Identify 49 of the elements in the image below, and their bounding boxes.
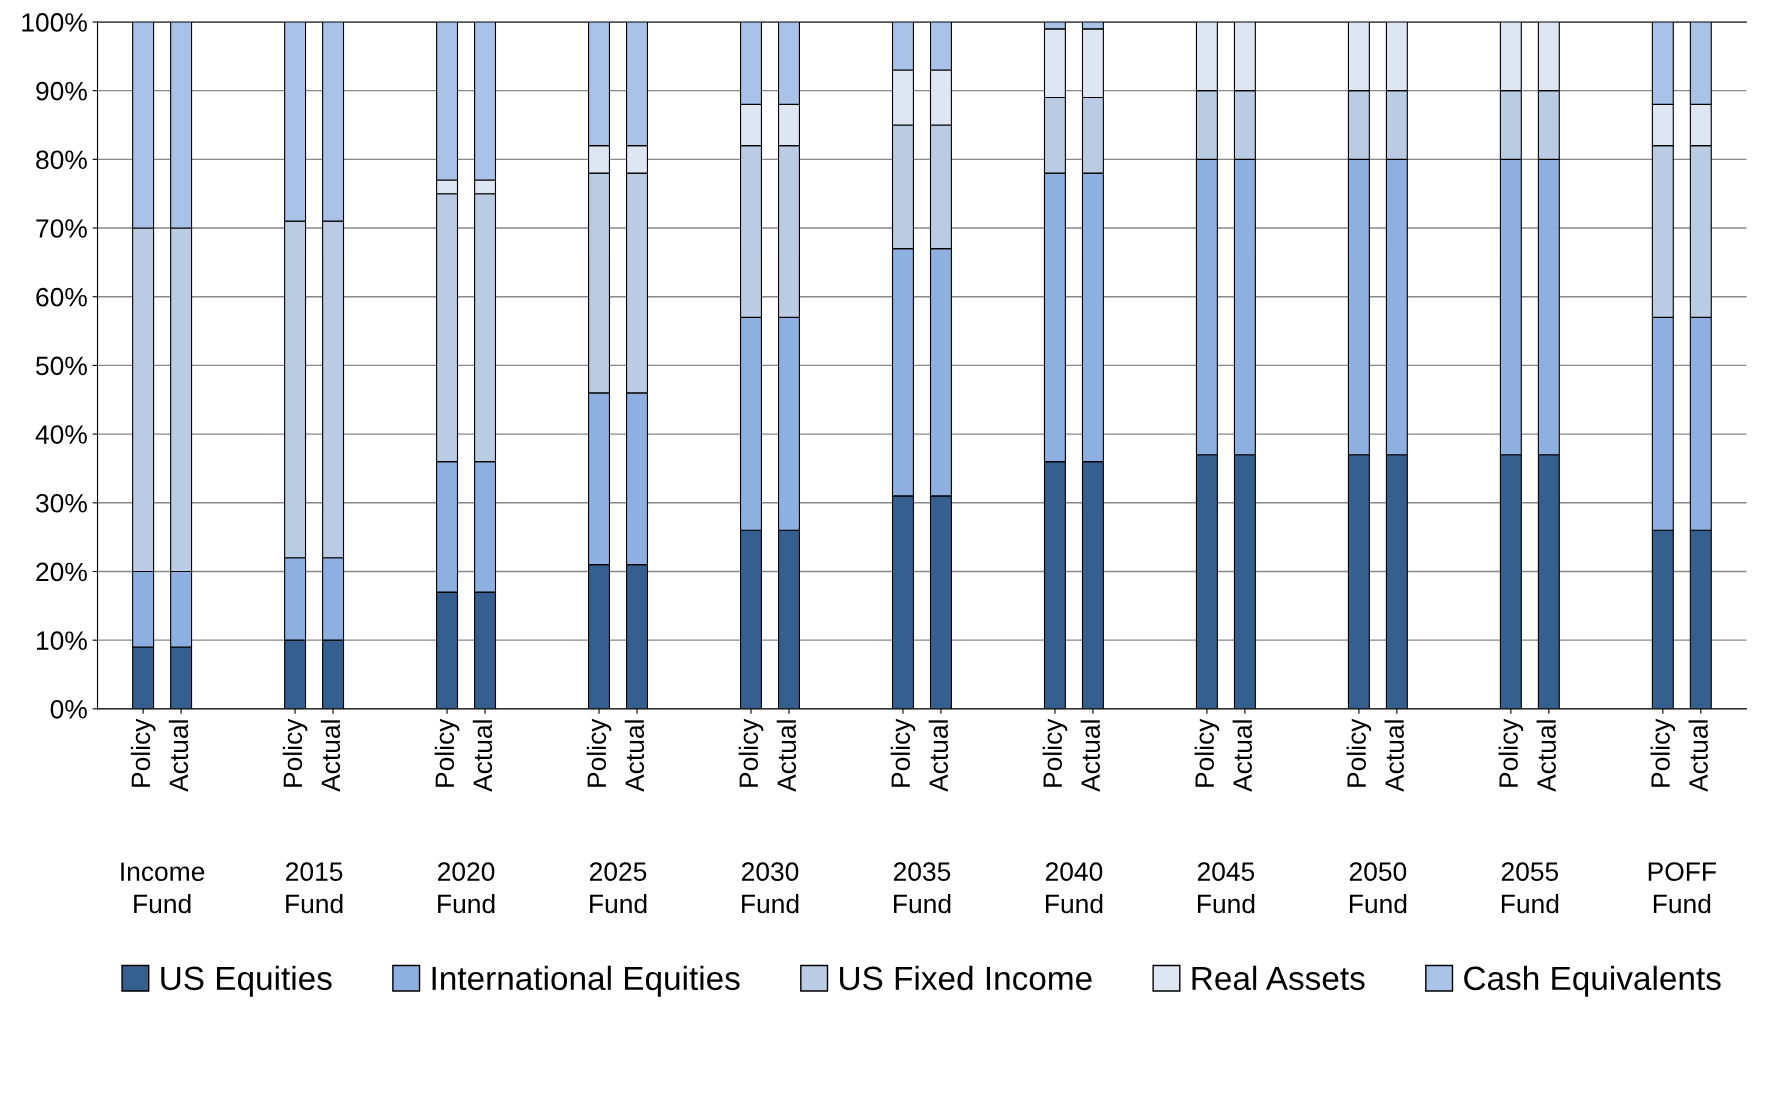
x-tick-label: Policy (1194, 718, 1220, 787)
x-tick-label: Policy (1498, 718, 1524, 787)
x-tick-label: Policy (1650, 718, 1676, 787)
x-tick-label: Policy (282, 718, 308, 787)
x-tick-label: Policy (434, 718, 460, 787)
x-tick-label: Actual (1384, 720, 1404, 792)
y-tick-label: 50% (36, 356, 87, 376)
y-tick-label: 30% (35, 493, 87, 513)
legend-label: International Equities (432, 965, 740, 997)
legend-label: US Fixed Income (840, 965, 1092, 991)
text: 2030 Fund (741, 862, 799, 914)
y-tick-label: 80% (36, 150, 87, 170)
x-tick-label: Actual (1688, 720, 1708, 792)
text: 2040 Fund (1045, 862, 1103, 914)
x-tick-label: Policy (738, 718, 764, 787)
y-tick-label: 90% (36, 81, 87, 101)
text: 2055 Fund (1501, 862, 1559, 914)
x-tick-label: Actual (776, 720, 797, 792)
x-tick-label: Policy (1346, 718, 1372, 787)
x-tick-label: Actual (624, 720, 645, 792)
y-tick-label: 20% (36, 562, 87, 582)
text: 2020 Fund (438, 862, 495, 914)
text: 2025 Fund (590, 862, 647, 914)
y-tick-label: 40% (35, 425, 87, 444)
text: 2050 Fund (1349, 862, 1407, 914)
y-tick-label: 10% (36, 631, 87, 650)
x-tick-label: Actual (1536, 720, 1556, 792)
x-tick-label: Actual (472, 720, 493, 792)
text: 2015 Fund (286, 862, 343, 914)
text: 2035 Fund (893, 862, 951, 914)
x-tick-label: Actual (1080, 720, 1101, 792)
text: Income Fund (121, 862, 205, 914)
y-tick-label: 70% (36, 219, 87, 238)
x-tick-label: Policy (1042, 718, 1068, 787)
text: POFF Fund (1648, 862, 1716, 914)
x-tick-label: Actual (1232, 720, 1252, 792)
x-tick-label: Policy (586, 718, 612, 787)
legend-label: Real Assets (1192, 965, 1365, 991)
y-tick-label: 60% (36, 287, 87, 307)
x-tick-label: Policy (890, 718, 916, 787)
x-tick-label: Actual (168, 720, 189, 792)
x-tick-label: Policy (130, 718, 156, 787)
legend-label: US Equities (161, 965, 332, 997)
x-tick-label: Actual (928, 720, 949, 792)
text: 2045 Fund (1197, 862, 1255, 914)
y-tick-label: 0% (50, 699, 87, 719)
x-tick-label: Actual (320, 720, 341, 792)
legend-label: Cash Equivalents (1464, 965, 1721, 997)
y-tick-label: 100% (22, 13, 87, 32)
